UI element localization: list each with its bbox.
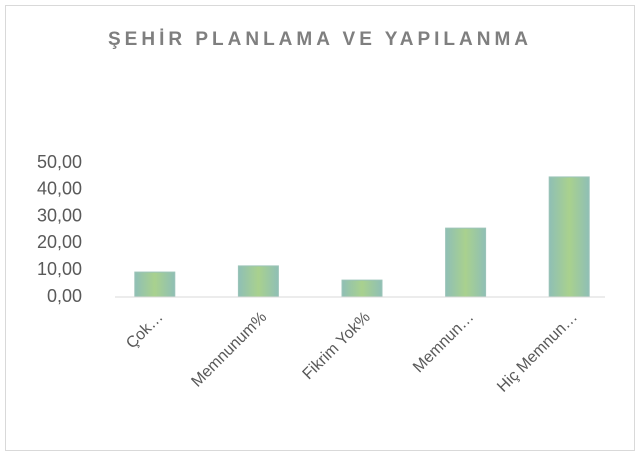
chart-border <box>5 5 635 451</box>
chart-title: ŞEHİR PLANLAMA VE YAPILANMA <box>108 29 532 50</box>
y-tick-label: 40,00 <box>37 179 82 199</box>
y-tick-label: 50,00 <box>37 152 82 172</box>
bar <box>548 176 590 298</box>
y-tick-label: 0,00 <box>47 286 82 306</box>
bar <box>445 227 487 298</box>
y-tick-label: 30,00 <box>37 205 82 225</box>
bar <box>134 271 176 298</box>
bar <box>341 279 383 298</box>
y-tick-label: 20,00 <box>37 232 82 252</box>
bar <box>237 265 279 298</box>
y-tick-label: 10,00 <box>37 259 82 279</box>
